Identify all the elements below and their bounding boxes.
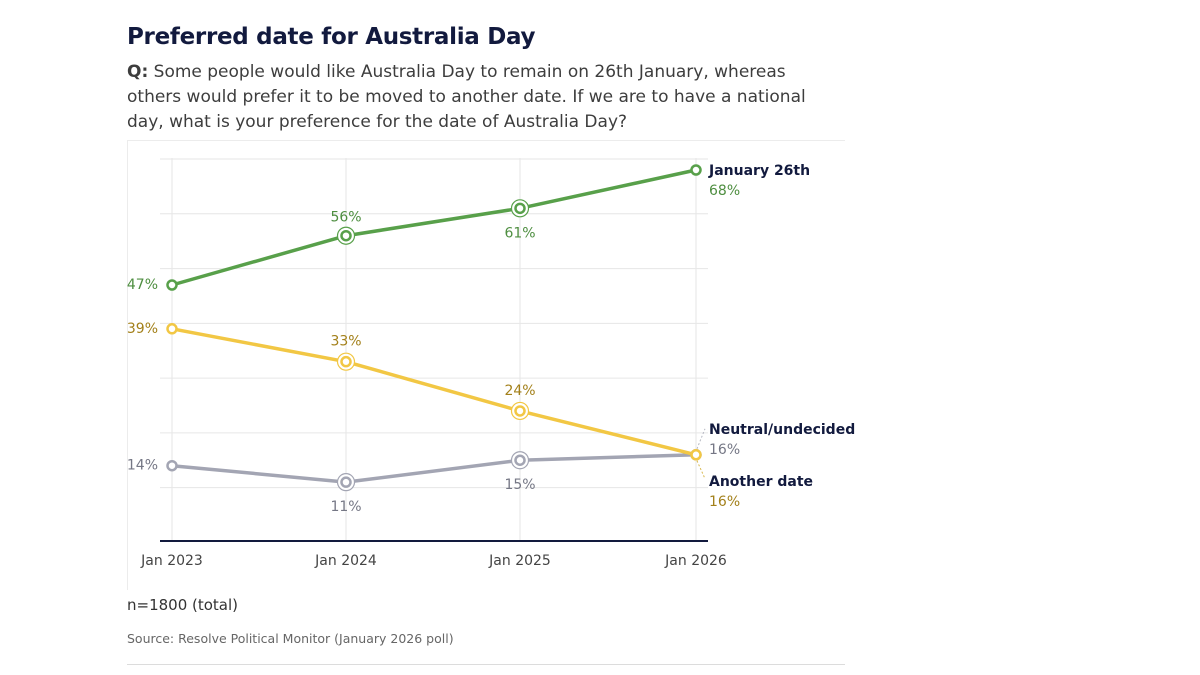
- x-axis-tick-label: Jan 2025: [488, 553, 551, 569]
- data-label-another: 33%: [330, 334, 361, 350]
- series-name-label-jan26: January 26th: [708, 163, 810, 179]
- leader-line-another: [696, 460, 706, 479]
- leader-line-neutral: [696, 428, 706, 449]
- data-point-neutral: [340, 476, 352, 488]
- question-body: Some people would like Australia Day to …: [127, 62, 806, 132]
- series-line-neutral: [170, 453, 698, 484]
- data-point-neutral: [514, 454, 526, 466]
- data-point-neutral: [166, 459, 178, 472]
- x-axis-tick-label: Jan 2023: [140, 553, 203, 569]
- data-point-another: [514, 405, 526, 417]
- question-prefix: Q:: [127, 62, 149, 82]
- data-label-another: 24%: [504, 383, 535, 399]
- data-label-jan26: 47%: [127, 277, 158, 293]
- data-point-jan26: [514, 202, 526, 215]
- data-label-neutral: 15%: [504, 477, 535, 493]
- data-point-jan26: [340, 229, 352, 242]
- series-end-value-another: 16%: [709, 494, 740, 510]
- sample-size-note: n=1800 (total): [127, 596, 239, 614]
- chart-frame-left: [127, 140, 128, 590]
- data-point-another: [690, 449, 702, 461]
- data-point-another: [340, 355, 352, 368]
- series-line-jan26: [170, 168, 698, 287]
- data-point-jan26: [166, 279, 178, 291]
- series-end-value-jan26: 68%: [709, 183, 740, 199]
- series-line-another: [170, 327, 698, 457]
- bottom-rule: [127, 664, 845, 665]
- data-label-jan26: 61%: [504, 225, 535, 241]
- series-name-label-neutral: Neutral/undecided: [709, 422, 855, 438]
- data-point-another: [166, 323, 178, 335]
- source-note: Source: Resolve Political Monitor (Janua…: [127, 631, 454, 646]
- data-point-jan26: [690, 164, 702, 176]
- series-name-label-another: Another date: [709, 474, 813, 490]
- x-axis-tick-label: Jan 2026: [664, 553, 727, 569]
- chart-frame-top: [127, 140, 845, 141]
- series-end-value-neutral: 16%: [709, 442, 740, 458]
- question-text: Q: Some people would like Australia Day …: [127, 60, 827, 135]
- line-chart: Jan 2023 Jan 2024 Jan 2025 Jan 2026 47% 56% 61…: [127, 158, 855, 569]
- data-label-jan26: 56%: [330, 210, 361, 226]
- data-label-neutral: 14%: [127, 458, 158, 474]
- chart-title: Preferred date for Australia Day: [127, 24, 536, 50]
- x-axis-tick-label: Jan 2024: [314, 553, 377, 569]
- data-label-neutral: 11%: [330, 499, 361, 515]
- data-label-another: 39%: [127, 321, 158, 337]
